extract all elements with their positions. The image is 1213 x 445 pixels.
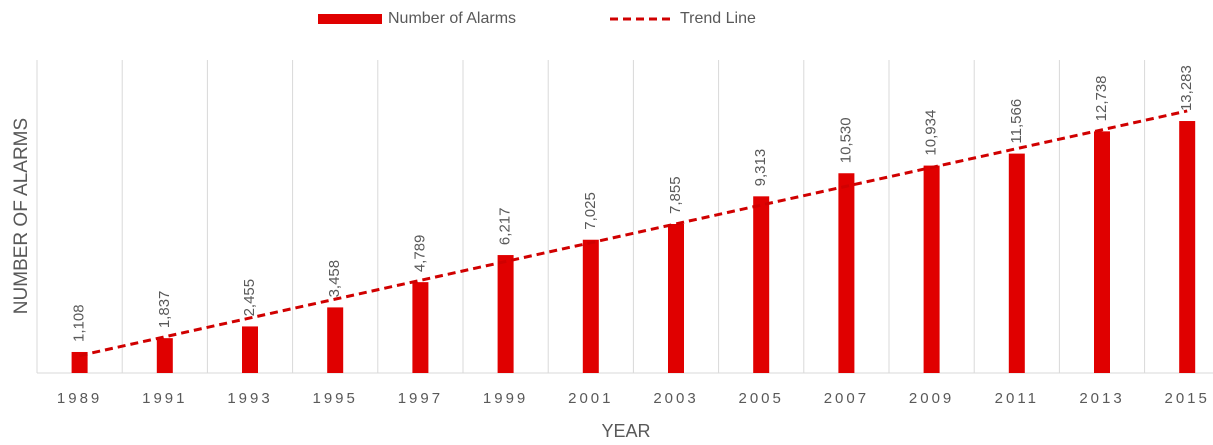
data-label: 10,934 bbox=[923, 110, 940, 156]
data-label: 9,313 bbox=[752, 149, 769, 187]
x-tick-label: 1995 bbox=[313, 390, 358, 407]
data-label: 13,283 bbox=[1178, 65, 1195, 111]
x-tick-label: 1993 bbox=[227, 390, 272, 407]
x-tick-label: 2011 bbox=[995, 390, 1039, 407]
bar bbox=[71, 351, 88, 373]
data-label: 7,855 bbox=[667, 176, 684, 214]
x-tick-label: 2003 bbox=[653, 390, 698, 407]
x-tick-label: 2013 bbox=[1079, 390, 1124, 407]
x-tick-label: 1997 bbox=[398, 390, 443, 407]
x-tick-label: 2005 bbox=[739, 390, 784, 407]
x-axis-title: YEAR bbox=[601, 421, 650, 441]
trend-line bbox=[79, 109, 1188, 358]
data-label: 10,530 bbox=[837, 117, 854, 163]
x-tick-label: 1999 bbox=[483, 390, 528, 407]
data-label: 4,789 bbox=[411, 235, 428, 273]
data-label: 7,025 bbox=[582, 192, 599, 230]
x-tick-label: 2001 bbox=[568, 390, 613, 407]
y-axis-title: NUMBER OF ALARMS bbox=[11, 118, 32, 314]
data-label: 1,108 bbox=[71, 304, 88, 342]
bar bbox=[753, 196, 770, 373]
x-tick-label: 2007 bbox=[824, 390, 869, 407]
bar bbox=[497, 255, 514, 373]
data-label: 12,738 bbox=[1093, 75, 1110, 121]
data-label: 6,217 bbox=[497, 208, 514, 246]
x-tick-label: 2015 bbox=[1165, 390, 1210, 407]
data-label: 2,455 bbox=[241, 279, 258, 317]
data-label: 3,458 bbox=[326, 260, 343, 298]
bar bbox=[242, 326, 258, 373]
bar bbox=[668, 223, 684, 373]
x-tick-label: 1989 bbox=[57, 390, 102, 407]
bar bbox=[1094, 131, 1110, 373]
legend-label: Trend Line bbox=[680, 10, 756, 27]
x-tick-label: 1991 bbox=[142, 390, 187, 407]
bar bbox=[1179, 121, 1196, 373]
x-tick-label: 2009 bbox=[909, 390, 954, 407]
bar bbox=[1008, 153, 1025, 373]
data-label: 1,837 bbox=[156, 291, 173, 329]
bar bbox=[838, 173, 855, 373]
bar bbox=[582, 239, 599, 373]
legend-swatch bbox=[318, 14, 382, 24]
bar bbox=[923, 165, 940, 373]
bar bbox=[327, 307, 344, 373]
data-label: 11,566 bbox=[1008, 99, 1025, 144]
legend-label: Number of Alarms bbox=[388, 10, 516, 27]
bar bbox=[412, 282, 429, 373]
bar bbox=[156, 338, 173, 373]
